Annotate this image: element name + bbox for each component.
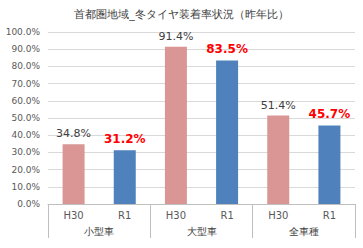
svg-text:83.5%: 83.5% [206, 42, 248, 56]
svg-text:全車種: 全車種 [289, 226, 319, 237]
svg-text:20.0%: 20.0% [11, 165, 40, 175]
svg-text:H30: H30 [166, 210, 186, 221]
svg-text:30.0%: 30.0% [11, 147, 40, 157]
svg-text:31.2%: 31.2% [104, 132, 146, 146]
svg-text:40.0%: 40.0% [11, 130, 40, 140]
svg-text:0.0%: 0.0% [17, 199, 40, 209]
svg-text:90.0%: 90.0% [11, 44, 40, 54]
svg-text:R1: R1 [323, 210, 336, 221]
svg-text:34.8%: 34.8% [56, 127, 91, 140]
svg-text:100.0%: 100.0% [6, 27, 41, 37]
svg-text:R1: R1 [118, 210, 131, 221]
svg-text:H30: H30 [268, 210, 288, 221]
svg-text:大型車: 大型車 [187, 226, 217, 237]
svg-text:51.4%: 51.4% [261, 99, 296, 112]
svg-text:60.0%: 60.0% [11, 96, 40, 106]
svg-text:80.0%: 80.0% [11, 61, 40, 71]
svg-text:45.7%: 45.7% [309, 107, 351, 121]
svg-text:50.0%: 50.0% [11, 113, 40, 123]
svg-text:首都圏地域_冬タイヤ装着率状況（昨年比）: 首都圏地域_冬タイヤ装着率状況（昨年比） [74, 8, 289, 21]
svg-text:H30: H30 [63, 210, 83, 221]
svg-text:70.0%: 70.0% [11, 79, 40, 89]
svg-text:10.0%: 10.0% [11, 182, 40, 192]
svg-text:小型車: 小型車 [84, 226, 114, 237]
svg-text:91.4%: 91.4% [158, 30, 193, 43]
svg-text:R1: R1 [220, 210, 233, 221]
